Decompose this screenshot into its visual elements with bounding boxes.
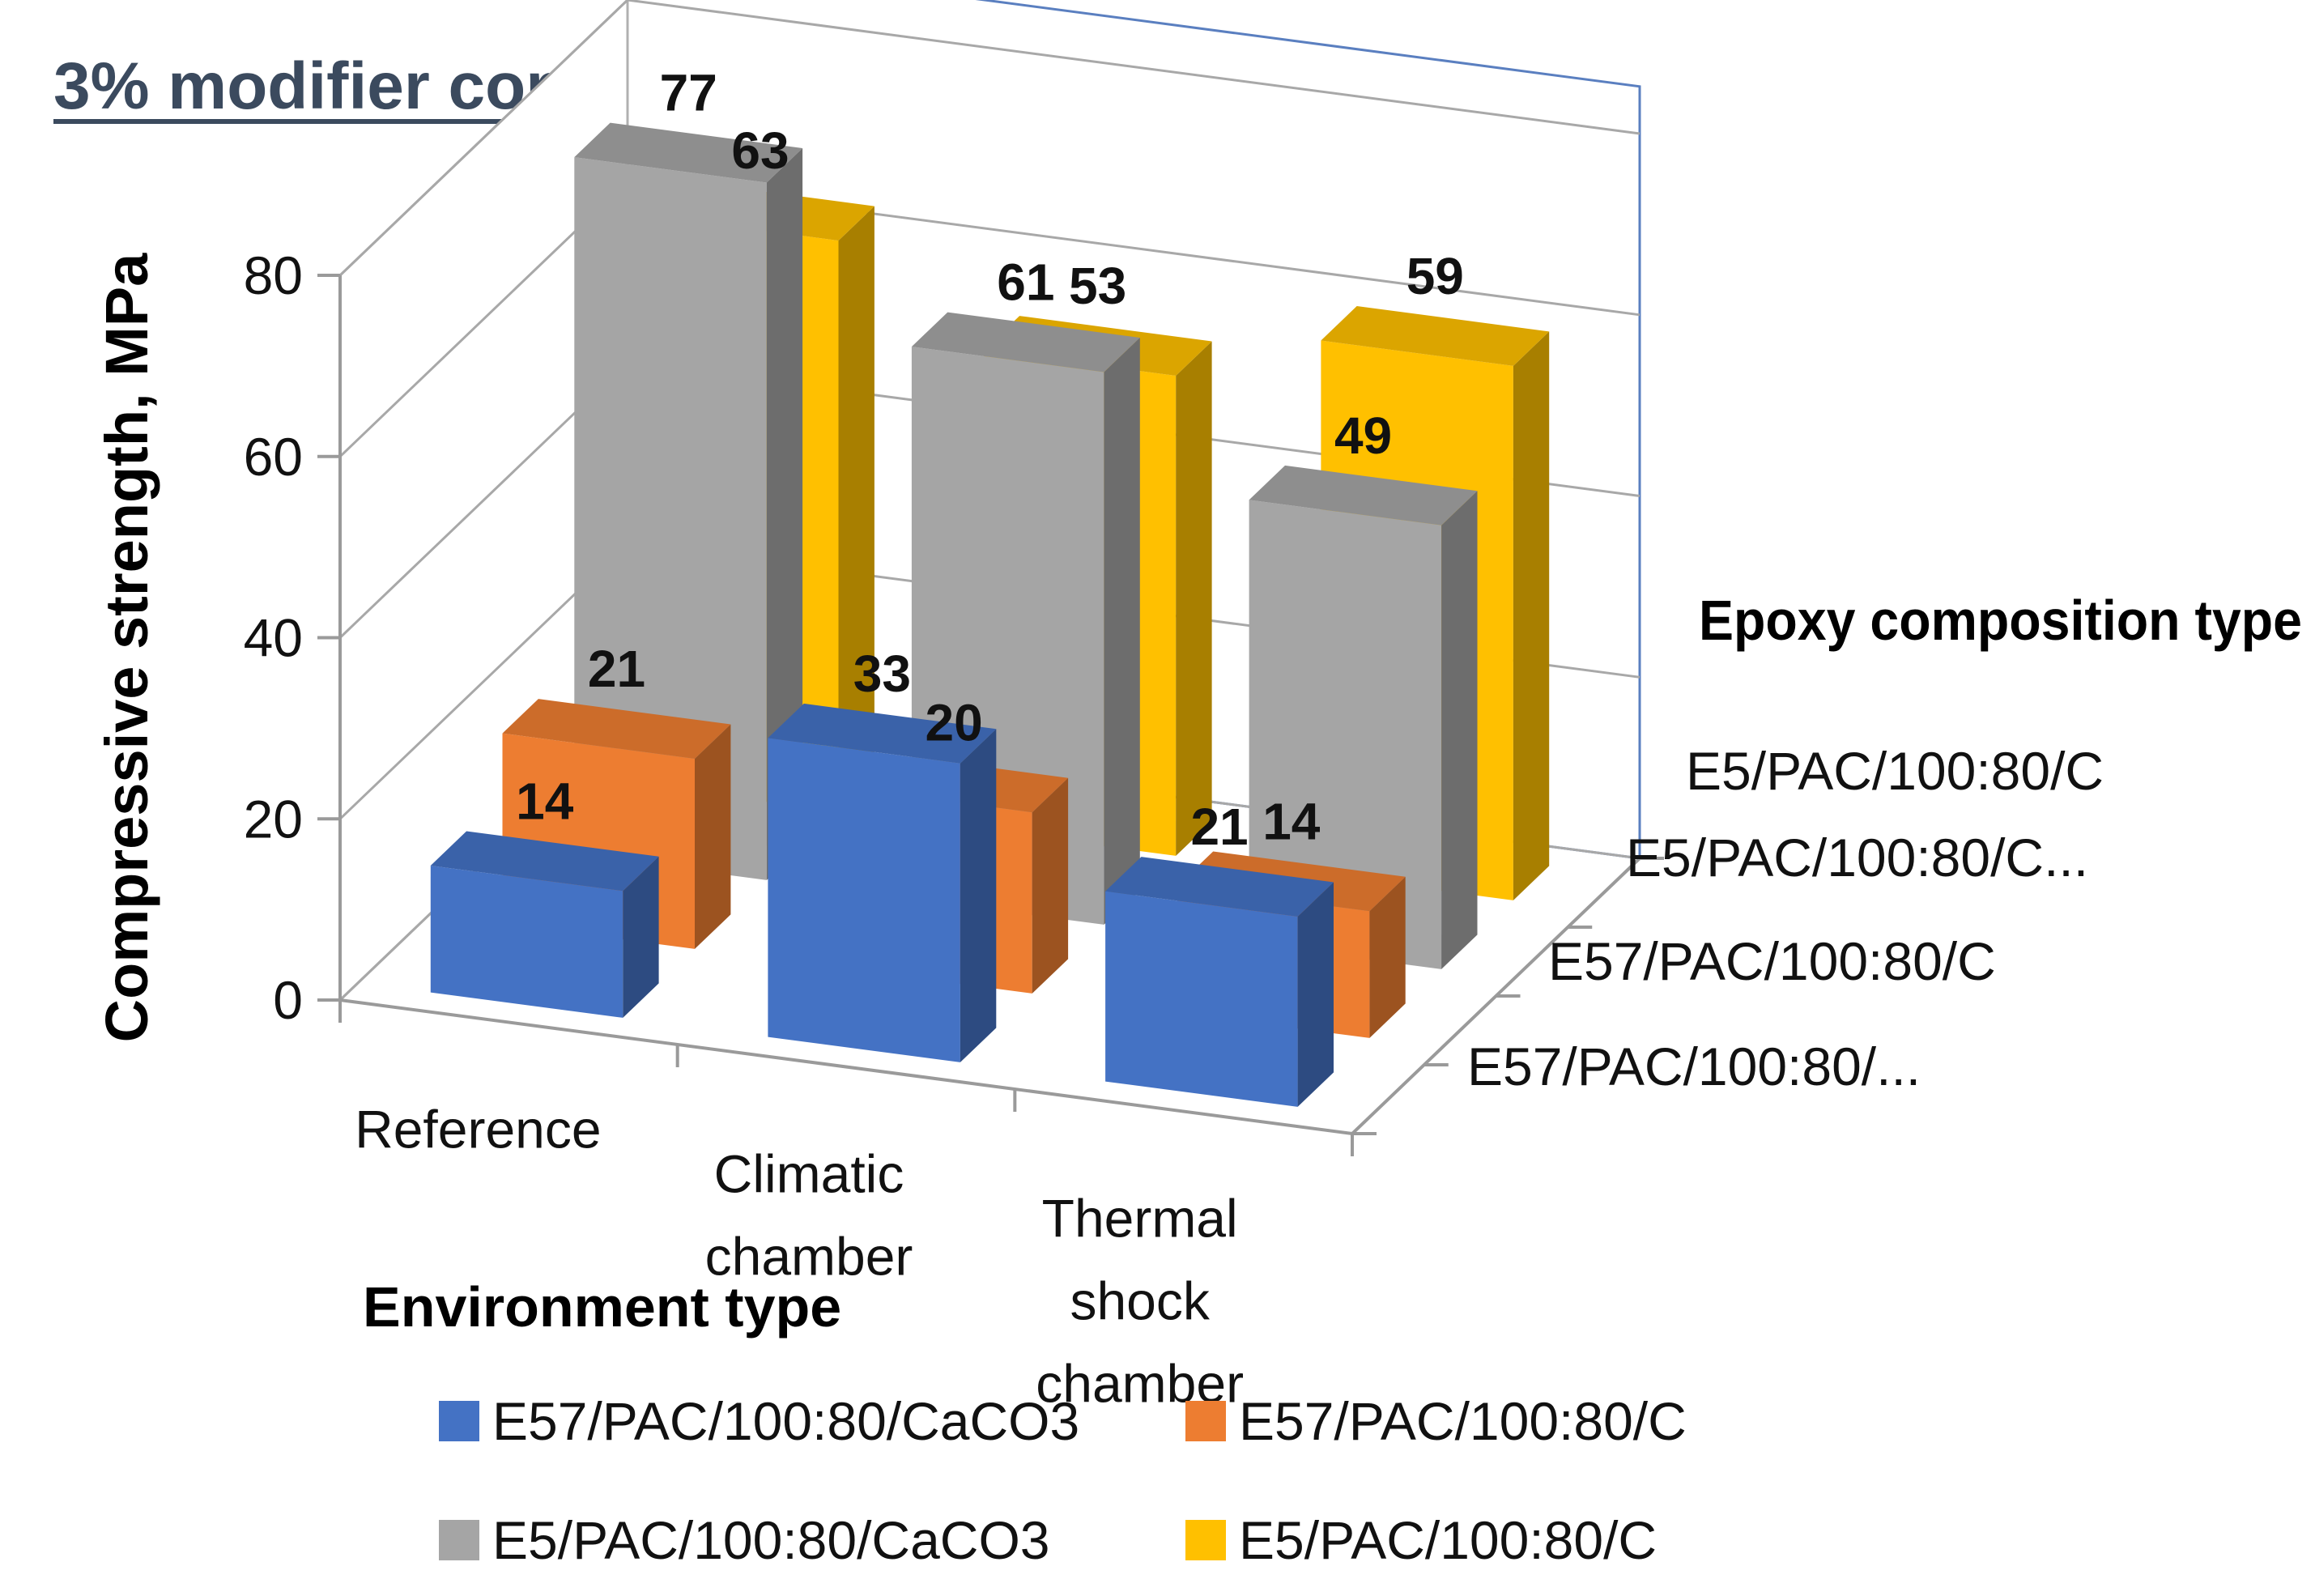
bar	[768, 703, 997, 1062]
legend-item: E5/PAC/100:80/CaCO3	[439, 1510, 1050, 1570]
x-axis-title: Environment type	[363, 1275, 841, 1339]
x-tick-label: Reference	[355, 1100, 602, 1160]
bar-front	[768, 738, 960, 1062]
legend-label: E5/PAC/100:80/CaCO3	[492, 1510, 1050, 1570]
bar	[574, 122, 803, 880]
bar-side	[960, 729, 997, 1062]
bar-side	[1176, 341, 1212, 856]
x-axis-line	[339, 998, 1353, 1135]
bar-top	[768, 703, 997, 764]
x-tick-label: Climatic	[714, 1144, 904, 1204]
y-axis-label: Compressive strength, MPa	[93, 253, 160, 1042]
bar-front	[574, 157, 767, 880]
x-tick-label: Thermal	[1042, 1189, 1238, 1249]
bar-front	[1105, 891, 1298, 1107]
legend-item: E57/PAC/100:80/CaCO3	[439, 1391, 1079, 1451]
data-label: 20	[926, 693, 983, 751]
bar-side	[1441, 491, 1478, 969]
bar-side	[1104, 338, 1140, 925]
legend-item: E5/PAC/100:80/C	[1185, 1510, 1657, 1570]
bar	[1249, 465, 1478, 969]
depth-tick-label: E5/PAC/100:80/C	[1686, 741, 2104, 801]
data-label: 49	[1334, 406, 1392, 465]
bar-top	[430, 831, 659, 892]
legend-swatch	[439, 1401, 479, 1441]
axes	[317, 274, 1664, 1156]
depth-tick-label: E57/PAC/100:80/...	[1467, 1036, 1921, 1096]
bar-side	[1297, 882, 1334, 1107]
data-label: 14	[1262, 792, 1321, 850]
legend-swatch	[1185, 1520, 1226, 1560]
bar-side	[1032, 777, 1069, 994]
data-label: 21	[1190, 798, 1248, 856]
bars	[430, 122, 1550, 1107]
gridline	[338, 0, 1641, 277]
bar-top	[1249, 465, 1478, 526]
legend-item: E57/PAC/100:80/C	[1185, 1391, 1687, 1451]
bar-front	[1249, 500, 1442, 969]
bar-side	[623, 856, 659, 1018]
legend-label: E57/PAC/100:80/CaCO3	[492, 1391, 1079, 1451]
legend: E57/PAC/100:80/CaCO3 E57/PAC/100:80/C E5/P…	[439, 1391, 1687, 1570]
bar	[1105, 857, 1334, 1107]
data-label: 21	[588, 640, 645, 698]
legend-swatch	[439, 1520, 479, 1560]
bar-side	[1513, 331, 1550, 900]
legend-swatch	[1185, 1401, 1226, 1441]
bar-side	[766, 148, 803, 880]
depth-tick-label: E5/PAC/100:80/C...	[1626, 828, 2088, 887]
y-tick-label: 0	[273, 970, 303, 1030]
bar-side	[838, 206, 875, 811]
data-label: 53	[1069, 257, 1126, 315]
depth-axis-title: Epoxy composition type	[1699, 589, 2302, 652]
bar-top	[574, 122, 803, 183]
axis-text: 0 20 40 60 80 Compressive strength, MPa Refere…	[93, 245, 2302, 1414]
x-tick-label: chamber	[705, 1227, 913, 1287]
y-tick-label: 40	[244, 608, 303, 668]
data-label: 63	[731, 121, 789, 180]
legend-label: E57/PAC/100:80/C	[1239, 1391, 1687, 1451]
bar-side	[695, 724, 731, 949]
y-tick-label: 80	[244, 245, 303, 305]
depth-tick-label: E57/PAC/100:80/C	[1548, 931, 1996, 991]
bar-front	[430, 866, 623, 1018]
legend-label: E5/PAC/100:80/C	[1239, 1510, 1657, 1570]
data-label: 77	[660, 64, 717, 122]
bar-top	[1321, 306, 1550, 366]
data-label: 59	[1406, 247, 1464, 305]
bar-top	[502, 699, 731, 759]
y-tick-label: 20	[244, 789, 303, 849]
bar-top	[911, 312, 1140, 372]
y-tick-label: 60	[244, 427, 303, 487]
data-label: 14	[516, 772, 574, 830]
data-label: 61	[997, 253, 1054, 312]
bar	[430, 831, 659, 1018]
bar-top	[1105, 857, 1334, 917]
data-labels: 63 53 59 77 61 49 21 20 14 14 33 21	[516, 64, 1464, 857]
x-tick-label: shock	[1070, 1271, 1210, 1331]
bar-side	[1369, 876, 1406, 1038]
data-label: 33	[853, 645, 911, 703]
